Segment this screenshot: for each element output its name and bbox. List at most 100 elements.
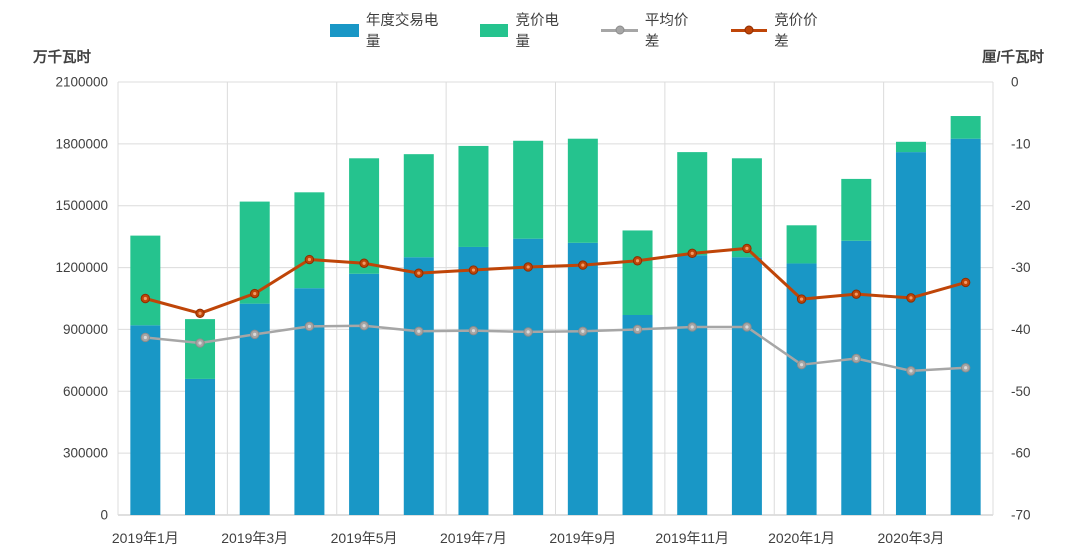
marker-dot-bidding-price-spread xyxy=(909,296,913,300)
bar-bidding-volume xyxy=(731,158,762,258)
bidding-volume-swatch-icon xyxy=(479,23,509,37)
marker-dot-average-price-spread xyxy=(799,363,804,367)
marker-dot-average-price-spread xyxy=(581,329,585,333)
bar-annual-traded-volume xyxy=(622,314,653,515)
bar-bidding-volume xyxy=(895,141,926,153)
marker-dot-bidding-price-spread xyxy=(143,296,147,301)
legend-label-bidding-volume: 竞价电量 xyxy=(515,13,559,50)
x-axis-tick-label: 2020年1月 xyxy=(768,530,835,546)
bar-bidding-volume xyxy=(841,178,872,241)
marker-dot-bidding-price-spread xyxy=(964,280,968,285)
bar-bidding-volume xyxy=(622,230,653,315)
legend-item-bidding-price-spread: 竞价价差 xyxy=(730,9,830,51)
average-price-spread-dot-icon xyxy=(615,25,625,35)
bidding-price-spread-dot-icon xyxy=(744,25,754,35)
marker-dot-bidding-price-spread xyxy=(526,265,530,269)
line-bidding-price-spread xyxy=(143,246,968,315)
line-average-price-spread xyxy=(144,324,967,373)
bar-bidding-volume xyxy=(677,152,708,256)
marker-dot-average-price-spread xyxy=(909,369,913,373)
x-axis-tick-label: 2019年11月 xyxy=(655,530,729,546)
marker-dot-average-price-spread xyxy=(471,329,476,333)
marker-dot-bidding-price-spread xyxy=(198,311,202,315)
marker-dot-bidding-price-spread xyxy=(417,271,421,275)
x-axis-tick-label: 2019年1月 xyxy=(112,530,179,546)
marker-dot-average-price-spread xyxy=(307,324,312,328)
bar-annual-traded-volume xyxy=(458,246,489,515)
bar-annual-traded-volume xyxy=(677,255,708,515)
bar-bidding-volume xyxy=(403,154,434,258)
marker-dot-bidding-price-spread xyxy=(745,246,749,250)
right-axis-title: 厘/千瓦时 xyxy=(981,50,1044,66)
marker-dot-average-price-spread xyxy=(964,366,968,370)
legend-label-average-price-spread: 平均价差 xyxy=(644,13,689,50)
bar-annual-traded-volume xyxy=(403,257,434,515)
x-axis-tick-label: 2019年9月 xyxy=(549,530,616,546)
marker-dot-average-price-spread xyxy=(253,332,257,336)
left-axis-tick-label: 1500000 xyxy=(55,198,108,213)
marker-dot-average-price-spread xyxy=(362,324,366,328)
bar-annual-traded-volume xyxy=(130,325,161,515)
marker-dot-bidding-price-spread xyxy=(799,297,804,301)
marker-dot-average-price-spread xyxy=(417,329,421,333)
right-axis-tick-label: -60 xyxy=(1011,446,1031,461)
bar-bidding-volume xyxy=(349,158,380,274)
legend-item-average-price-spread: 平均价差 xyxy=(601,9,700,51)
left-axis-tick-label: 900000 xyxy=(63,322,108,337)
marker-dot-average-price-spread xyxy=(854,356,858,361)
annual-traded-volume-swatch-icon xyxy=(330,23,359,37)
legend-item-bidding-volume: 竞价电量 xyxy=(479,9,572,51)
marker-dot-bidding-price-spread xyxy=(581,263,585,267)
right-axis-tick-label: -20 xyxy=(1011,198,1031,213)
marker-dot-bidding-price-spread xyxy=(362,261,366,265)
bar-annual-traded-volume xyxy=(895,152,926,515)
bar-annual-traded-volume xyxy=(349,273,380,515)
left-axis-tick-label: 1800000 xyxy=(55,136,108,151)
bar-annual-traded-volume xyxy=(786,263,817,515)
bar-annual-traded-volume xyxy=(731,257,762,515)
marker-dot-average-price-spread xyxy=(635,327,640,332)
bar-annual-traded-volume xyxy=(185,378,216,515)
left-axis-tick-label: 0 xyxy=(100,508,108,523)
marker-dot-average-price-spread xyxy=(526,330,530,334)
right-axis-tick-label: 0 xyxy=(1011,75,1019,90)
bar-bidding-volume xyxy=(130,235,161,326)
legend-item-annual-traded-volume: 年度交易电量 xyxy=(330,9,450,51)
left-axis-title: 万千瓦时 xyxy=(33,50,91,66)
bar-annual-traded-volume xyxy=(841,240,872,515)
marker-dot-bidding-price-spread xyxy=(253,291,257,296)
left-axis-tick-label: 600000 xyxy=(63,384,108,399)
left-axis-tick-label: 300000 xyxy=(63,446,108,461)
bar-bidding-volume xyxy=(294,192,325,289)
bidding-price-spread-line-marker-icon xyxy=(730,25,768,35)
legend-label-bidding-price-spread: 竞价价差 xyxy=(774,13,818,50)
right-axis-tick-label: -10 xyxy=(1011,136,1031,151)
marker-dot-bidding-price-spread xyxy=(307,257,312,262)
bar-annual-traded-volume xyxy=(513,238,544,515)
legend-label-annual-traded-volume: 年度交易电量 xyxy=(365,13,439,50)
bar-annual-traded-volume xyxy=(950,138,981,515)
bar-bidding-volume xyxy=(185,319,216,379)
right-axis-tick-label: -50 xyxy=(1011,384,1031,399)
right-axis-tick-label: -40 xyxy=(1011,322,1031,337)
marker-dot-average-price-spread xyxy=(143,335,147,340)
bar-bidding-volume xyxy=(950,116,981,139)
x-axis-tick-label: 2020年3月 xyxy=(878,530,945,546)
average-price-spread-line-marker-icon xyxy=(601,25,638,35)
right-axis-tick-label: -70 xyxy=(1011,508,1031,523)
marker-dot-average-price-spread xyxy=(690,325,694,329)
left-axis-tick-label: 1200000 xyxy=(55,260,108,275)
bar-bidding-volume xyxy=(513,140,544,239)
marker-dot-bidding-price-spread xyxy=(635,259,640,263)
left-axis-tick-label: 2100000 xyxy=(55,75,108,90)
x-axis-tick-label: 2019年7月 xyxy=(440,530,507,546)
x-axis-tick-label: 2019年3月 xyxy=(221,530,288,546)
marker-dot-bidding-price-spread xyxy=(690,251,694,255)
right-axis-tick-label: -30 xyxy=(1011,260,1031,275)
marker-dot-bidding-price-spread xyxy=(471,268,476,272)
bar-bidding-volume xyxy=(786,225,817,264)
x-axis-tick-label: 2019年5月 xyxy=(331,530,398,546)
marker-dot-average-price-spread xyxy=(745,325,749,329)
